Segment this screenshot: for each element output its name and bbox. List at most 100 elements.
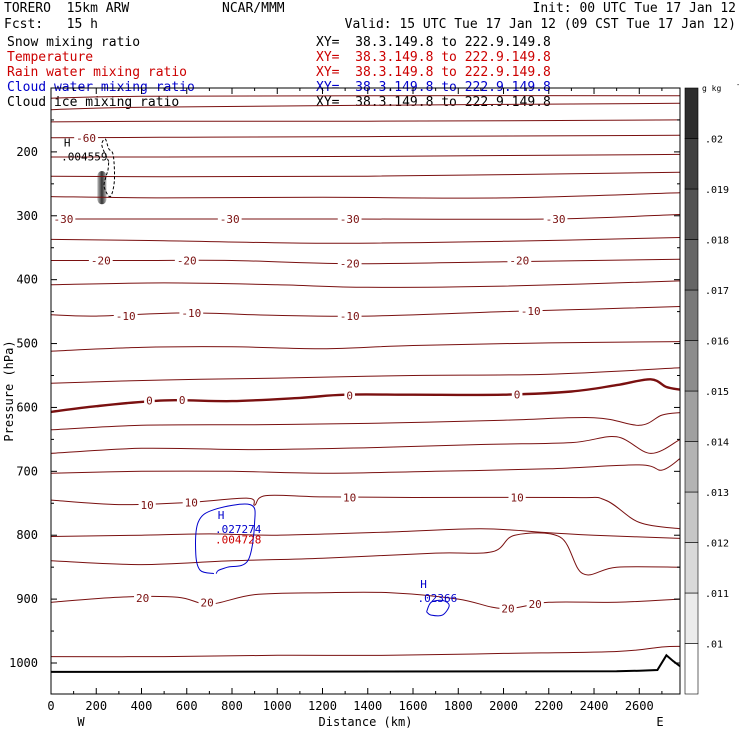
temperature-label-bg (176, 393, 188, 406)
y-tick-label: 800 (16, 528, 38, 542)
temperature-label-bg (179, 306, 204, 319)
x-tick-label: 800 (221, 699, 243, 713)
x-tick-label: 1200 (308, 699, 337, 713)
colorbar-label: .014 (705, 438, 729, 449)
forecast-hour: Fcst: 15 h (4, 17, 98, 32)
temperature-label: 10 (343, 492, 356, 505)
isotherm-line (51, 435, 680, 454)
isotherm-line (51, 192, 680, 199)
isotherm-line (51, 645, 680, 658)
colorbar-label: .017 (705, 286, 729, 297)
y-tick-label: 500 (16, 337, 38, 351)
valid-time: Valid: 15 UTC Tue 17 Jan 12 (09 CST Tue … (344, 17, 736, 32)
x-axis-label: Distance (km) (319, 715, 413, 729)
x-tick-label: 1400 (353, 699, 382, 713)
y-tick-label: 200 (16, 145, 38, 159)
field-name: Cloud water mixing ratio (7, 80, 195, 95)
temperature-label: 20 (501, 603, 514, 616)
y-tick-label: 300 (16, 209, 38, 223)
colorbar-unit: g kg (702, 84, 721, 93)
temperature-label: -10 (340, 310, 360, 323)
temperature-label-bg (337, 212, 362, 225)
temperature-label-bg (182, 496, 200, 509)
colorbar-label: .018 (705, 236, 729, 247)
terrain-line (51, 653, 680, 673)
isotherm-line (51, 237, 680, 244)
temperature-label: 10 (185, 497, 198, 510)
temperature-label-bg (337, 257, 362, 270)
colorbar-label: .019 (705, 185, 729, 196)
colorbar-bin (684, 542, 699, 594)
colorbar-label: .02 (705, 135, 723, 146)
colorbar-bin (684, 340, 699, 392)
temperature-label-bg (217, 212, 242, 225)
temperature-label-bg (51, 212, 76, 225)
colorbar-unit-exponent: -1 (736, 81, 740, 89)
x-tick-label: 600 (176, 699, 198, 713)
temperature-label-bg (74, 131, 98, 144)
temperature-label: -20 (91, 255, 111, 268)
temperature-label: -20 (340, 258, 360, 271)
y-tick-label: 700 (16, 464, 38, 478)
field-name: Rain water mixing ratio (7, 65, 188, 80)
temperature-label-bg (499, 602, 517, 615)
isotherm-line (51, 134, 680, 139)
temperature-label: 20 (529, 598, 542, 611)
colorbar-label: .013 (705, 488, 729, 499)
cloud-water-contour (195, 503, 256, 575)
maximum-value: .004559 (61, 150, 107, 163)
isotherm-line (51, 119, 680, 123)
west-label: W (77, 715, 85, 729)
y-tick-label: 1000 (9, 656, 38, 670)
field-xy: XY= 38.3.149.8 to 222.9.149.8 (316, 50, 551, 65)
isotherm-line (51, 258, 680, 265)
temperature-label: -10 (181, 307, 201, 320)
isotherm-line (51, 171, 680, 178)
isotherm-line (51, 412, 680, 431)
maximum-marker: H (218, 509, 225, 522)
temperature-label-bg (337, 310, 362, 323)
plot-frame (50, 87, 681, 695)
temperature-label: 10 (141, 499, 154, 512)
maximum-marker: H (420, 578, 427, 591)
isotherm-line (51, 214, 680, 220)
temperature-label-bg (507, 254, 532, 267)
maximum-marker: H (64, 136, 71, 149)
init-time: Init: 00 UTC Tue 17 Jan 12 (532, 1, 737, 16)
colorbar-bin (684, 289, 699, 341)
temperature-label: -20 (509, 255, 529, 268)
colorbar-bin (684, 188, 699, 240)
temperature-label-bg (113, 310, 138, 323)
colorbar-bin (684, 643, 699, 695)
isotherm-line (51, 494, 680, 530)
x-tick-label: 2000 (489, 699, 518, 713)
temperature-label-bg (134, 591, 152, 604)
isotherm-line (51, 280, 680, 288)
temperature-label-bg (543, 212, 568, 225)
colorbar-label: .01 (705, 640, 723, 651)
isotherm-line (51, 102, 680, 111)
isotherm-line (51, 95, 680, 99)
temperature-label-bg (198, 596, 216, 609)
field-xy: XY= 38.3.149.8 to 222.9.149.8 (316, 65, 551, 80)
maximum-value: .004728 (215, 534, 261, 547)
colorbar-label: .012 (705, 539, 729, 550)
y-tick-label: 900 (16, 592, 38, 606)
temperature-label: -60 (76, 132, 96, 145)
temperature-label: -30 (220, 213, 240, 226)
temperature-label-bg (518, 304, 543, 317)
temperature-label: -30 (340, 213, 360, 226)
isotherm-line (51, 591, 680, 610)
x-tick-label: 2400 (580, 699, 609, 713)
temperature-label: 10 (510, 492, 523, 505)
temperature-label: 0 (146, 394, 153, 407)
colorbar-bin (684, 239, 699, 291)
x-tick-label: 1000 (263, 699, 292, 713)
colorbar-label: .011 (705, 589, 729, 600)
maximum-value: .02366 (418, 592, 458, 605)
x-tick-label: 0 (47, 699, 54, 713)
y-axis-label: Pressure (hPa) (2, 340, 16, 441)
temperature-label-bg (344, 389, 355, 402)
temperature-label: -10 (521, 305, 541, 318)
